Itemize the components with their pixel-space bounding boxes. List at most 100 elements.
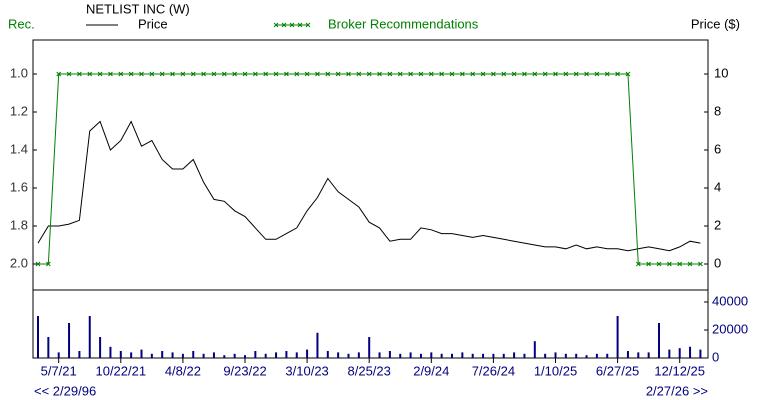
- volume-bar: [78, 351, 81, 358]
- y2-tick-label: 0: [714, 255, 721, 270]
- recommendation-marker: [77, 71, 82, 77]
- recommendation-marker: [263, 71, 269, 77]
- recommendation-marker: [656, 261, 662, 267]
- volume-bar: [212, 352, 215, 358]
- volume-bar: [658, 323, 660, 358]
- recommendation-marker: [139, 71, 144, 77]
- recommendation-marker: [366, 71, 372, 77]
- volume-bar: [57, 352, 60, 358]
- recommendation-marker: [584, 71, 589, 77]
- volume-bar: [399, 353, 402, 358]
- recommendation-marker: [604, 71, 610, 77]
- y2-axis-label: Price ($): [691, 16, 740, 31]
- volume-bar: [451, 353, 453, 358]
- x-tick-label: 5/7/21: [41, 363, 77, 378]
- x-tick-label: 8/25/23: [348, 363, 391, 378]
- volume-bar: [109, 346, 112, 358]
- recommendation-marker: [542, 71, 548, 77]
- chart-title: NETLIST INC (W): [86, 1, 190, 16]
- volume-bar: [554, 352, 557, 358]
- recommendation-marker: [284, 71, 289, 77]
- y2-tick-label: 10: [714, 65, 728, 80]
- recommendation-marker: [221, 71, 227, 77]
- recommendation-marker: [687, 261, 693, 267]
- plot-frame: [32, 39, 709, 359]
- volume-bar: [254, 351, 257, 358]
- recommendation-marker: [56, 71, 62, 77]
- volume-tick-label: 0: [712, 349, 719, 364]
- volume-bar: [419, 353, 422, 358]
- y-tick-label: 1.8: [10, 217, 28, 232]
- recommendation-marker: [646, 261, 652, 267]
- volume-bar: [471, 353, 474, 358]
- legend-marker: [305, 22, 311, 28]
- recommendation-marker: [294, 71, 300, 77]
- recommendation-marker: [149, 71, 155, 77]
- recommendation-marker: [698, 261, 703, 267]
- volume-bar: [295, 352, 298, 358]
- recommendation-marker: [356, 71, 362, 77]
- x-tick-label: 12/12/25: [654, 363, 705, 378]
- recommendation-marker: [387, 71, 393, 77]
- recommendation-marker: [159, 71, 165, 77]
- recommendation-marker: [190, 71, 196, 77]
- recommendation-line: [38, 73, 701, 265]
- recommendation-marker: [180, 71, 186, 77]
- volume-bar: [233, 353, 236, 358]
- volume-bar: [668, 349, 671, 358]
- recommendation-marker: [118, 71, 124, 77]
- recommendation-marker: [408, 71, 413, 77]
- y2-tick-label: 6: [714, 141, 721, 156]
- volume-bar: [140, 349, 143, 358]
- volume-bar: [357, 352, 360, 358]
- recommendation-marker: [522, 71, 527, 77]
- recommendation-marker: [397, 71, 403, 77]
- nav-forward[interactable]: 2/27/26 >>: [646, 383, 708, 398]
- volume-bar: [564, 353, 567, 358]
- volume-bar: [492, 353, 495, 358]
- volume-bar: [689, 346, 692, 358]
- volume-bar: [502, 353, 505, 358]
- recommendation-marker: [625, 71, 631, 77]
- nav-back[interactable]: << 2/29/96: [34, 383, 96, 398]
- y-axis-label: Rec.: [8, 16, 35, 31]
- legend-marker: [273, 22, 279, 28]
- recommendation-marker: [66, 71, 72, 77]
- volume-tick-label: 20000: [712, 321, 748, 336]
- recommendation-marker: [346, 71, 351, 77]
- volume-bar: [430, 352, 433, 358]
- y-tick-label: 1.6: [10, 179, 28, 194]
- recommendation-marker: [491, 71, 496, 77]
- recommendation-marker: [335, 71, 341, 77]
- y2-tick-label: 4: [714, 179, 721, 194]
- x-tick-label: 6/27/25: [596, 363, 639, 378]
- volume-bar: [244, 355, 246, 358]
- volume-bar: [326, 351, 329, 358]
- legend-label: Broker Recommendations: [328, 16, 479, 31]
- volume-bar: [161, 351, 164, 358]
- y-tick-label: 2.0: [10, 255, 28, 270]
- volume-bar: [678, 348, 681, 358]
- x-tick-label: 4/8/22: [165, 363, 201, 378]
- volume-bar: [482, 353, 485, 358]
- recommendation-marker: [666, 261, 672, 267]
- recommendation-marker: [325, 71, 331, 77]
- y-tick-label: 1.0: [10, 65, 28, 80]
- volume-bar: [130, 352, 133, 358]
- volume-bar: [150, 353, 153, 358]
- volume-bar: [585, 355, 588, 358]
- volume-bar: [306, 349, 309, 358]
- recommendation-marker: [439, 71, 445, 77]
- volume-bar: [202, 353, 205, 358]
- recommendation-marker: [242, 71, 248, 77]
- volume-bar: [616, 316, 619, 358]
- recommendation-marker: [232, 71, 238, 77]
- recommendation-marker: [635, 261, 641, 267]
- volume-bar: [181, 353, 184, 358]
- volume-bar: [544, 353, 547, 358]
- y2-tick-label: 2: [714, 217, 721, 232]
- recommendation-marker: [273, 71, 279, 77]
- y-tick-label: 1.4: [10, 141, 28, 156]
- volume-bar: [192, 351, 195, 358]
- recommendation-marker: [501, 71, 507, 77]
